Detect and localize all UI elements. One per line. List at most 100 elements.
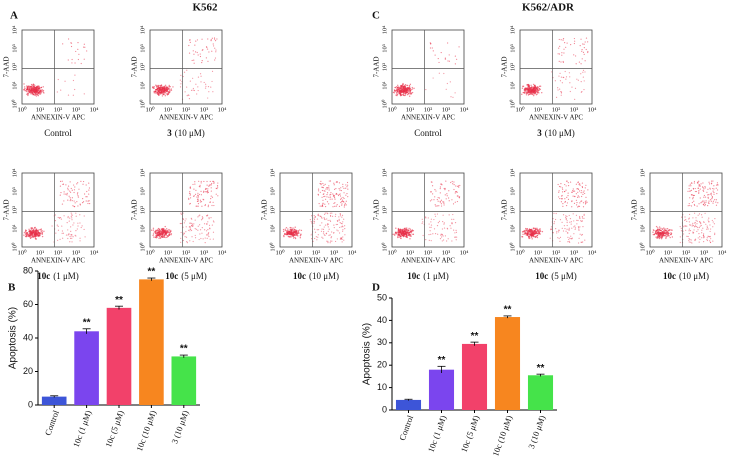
cell-dot: [680, 227, 682, 229]
cell-dot: [584, 41, 586, 43]
cell-dot: [317, 214, 319, 216]
cell-dot: [160, 228, 163, 230]
cell-dot: [195, 205, 197, 207]
cell-dot: [448, 200, 450, 202]
cell-dot: [582, 226, 584, 228]
cell-dot: [209, 180, 211, 183]
cell-dot: [197, 89, 199, 92]
x-axis-label: ANNEXIN-V APC: [401, 114, 455, 122]
cell-dot: [204, 191, 206, 193]
cell-dot: [528, 91, 530, 93]
cell-dot: [79, 214, 81, 216]
x-tick-label: 10⁰: [17, 105, 27, 113]
cell-dot: [172, 86, 174, 88]
cell-dot: [439, 192, 441, 194]
cell-dot: [578, 183, 581, 185]
cell-dot: [345, 204, 347, 206]
cell-dot: [713, 223, 715, 225]
cell-dot: [557, 53, 559, 55]
cell-dot: [534, 227, 537, 230]
cell-dot: [706, 237, 708, 239]
cell-dot: [443, 72, 445, 75]
cell-dot: [343, 218, 345, 220]
cell-dot: [37, 234, 39, 236]
cell-dot: [429, 200, 432, 202]
cell-dot: [63, 193, 65, 195]
cell-dot: [283, 234, 285, 237]
x-tick-label: 10⁰: [145, 248, 155, 256]
cell-dot: [696, 220, 698, 222]
cell-dot: [558, 237, 560, 240]
cell-dot: [292, 230, 294, 233]
cell-dot: [406, 87, 408, 89]
cell-dot: [699, 188, 701, 190]
y-tick-label: 10⁴: [11, 168, 18, 178]
cell-dot: [295, 230, 298, 233]
cell-dot: [570, 238, 572, 240]
significance: **: [148, 267, 156, 278]
cell-dot: [70, 212, 72, 214]
dot-cloud: [392, 180, 461, 242]
cell-dot: [690, 189, 693, 191]
cell-dot: [579, 233, 581, 235]
cell-dot: [293, 231, 295, 234]
cell-dot: [665, 236, 667, 239]
cell-dot: [446, 240, 448, 242]
cell-dot: [569, 241, 571, 243]
cell-dot: [706, 239, 709, 242]
cell-dot: [84, 236, 86, 238]
cell-dot: [706, 239, 708, 241]
cell-dot: [697, 229, 699, 231]
cell-dot: [437, 200, 439, 202]
cell-dot: [331, 231, 333, 233]
cell-dot: [428, 233, 430, 236]
cell-dot: [35, 95, 38, 97]
cell-dot: [180, 222, 182, 225]
cell-dot: [539, 233, 541, 235]
cell-dot: [80, 180, 82, 182]
cell-dot: [342, 236, 344, 238]
plot-frame: [21, 172, 95, 248]
cell-dot: [656, 227, 659, 229]
cell-dot: [703, 188, 705, 190]
cell-dot: [31, 236, 33, 239]
cell-dot: [581, 233, 583, 236]
cell-dot: [193, 188, 195, 190]
cell-dot: [452, 96, 454, 98]
cell-dot: [71, 233, 73, 236]
plot-frame: [149, 29, 223, 105]
cell-dot: [405, 232, 407, 235]
cell-dot: [557, 87, 559, 89]
cell-dot: [56, 224, 58, 226]
cell-dot: [165, 234, 167, 236]
cell-dot: [705, 200, 707, 202]
cell-dot: [530, 90, 532, 93]
cell-dot: [558, 60, 560, 62]
cell-dot: [324, 183, 326, 185]
cell-dot: [562, 205, 564, 207]
cell-dot: [37, 230, 39, 233]
cell-dot: [421, 222, 423, 224]
cell-dot: [347, 188, 349, 190]
cell-dot: [698, 189, 700, 192]
cell-dot: [680, 230, 683, 232]
cell-dot: [204, 204, 206, 207]
cell-dot: [77, 225, 79, 227]
cell-dot: [712, 202, 714, 204]
cell-dot: [188, 98, 191, 100]
cell-dot: [320, 216, 323, 218]
cell-dot: [531, 233, 534, 236]
cell-dot: [333, 188, 336, 190]
cell-dot: [342, 196, 344, 199]
cell-dot: [441, 228, 444, 230]
cell-dot: [40, 89, 42, 92]
cell-dot: [23, 232, 26, 234]
cell-dot: [442, 235, 444, 237]
y-tick-label: 10⁴: [509, 168, 516, 178]
cell-dot: [56, 91, 58, 93]
cell-dot: [328, 196, 330, 198]
cell-dot: [153, 85, 155, 88]
cell-dot: [211, 50, 213, 52]
cell-dot: [70, 230, 72, 232]
cell-dot: [709, 188, 711, 190]
